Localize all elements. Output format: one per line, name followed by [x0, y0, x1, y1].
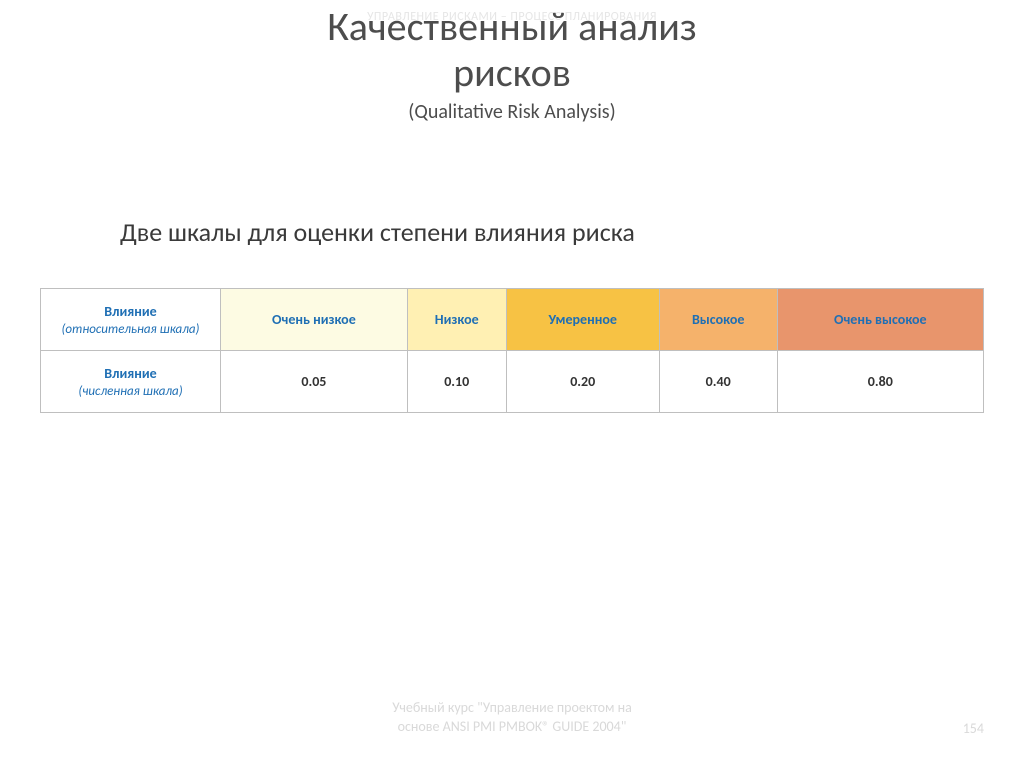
slide: УПРАВЛЕНИЕ РИСКАМИ – ПРОЦЕСС ПЛАНИРОВАНИ…: [0, 0, 1024, 767]
section-heading: Две шкалы для оценки степени влияния рис…: [120, 216, 635, 248]
impact-scale-table: Влияние (относительная шкала) Очень низк…: [40, 288, 984, 413]
row-header-relative: Влияние (относительная шкала): [41, 289, 221, 351]
value-cell: 0.80: [777, 351, 983, 413]
page-number: 154: [963, 720, 984, 737]
scale-cell-high: Высокое: [659, 289, 777, 351]
scale-cell-very-high: Очень высокое: [777, 289, 983, 351]
row-header-numeric: Влияние (численная шкала): [41, 351, 221, 413]
scale-cell-low: Низкое: [407, 289, 506, 351]
table-row: Влияние (численная шкала) 0.05 0.10 0.20…: [41, 351, 984, 413]
value-cell: 0.20: [506, 351, 659, 413]
row-header-sublabel: (численная шкала): [41, 384, 220, 399]
row-header-sublabel: (относительная шкала): [41, 322, 220, 337]
row-header-label: Влияние: [41, 365, 220, 382]
title-line1: Качественный анализ: [0, 4, 1024, 50]
footer-line1: Учебный курс "Управление проектом на: [0, 698, 1024, 718]
scale-cell-very-low: Очень низкое: [221, 289, 408, 351]
title-block: Качественный анализ рисков (Qualitative …: [0, 4, 1024, 124]
table-row: Влияние (относительная шкала) Очень низк…: [41, 289, 984, 351]
scale-cell-moderate: Умеренное: [506, 289, 659, 351]
row-header-label: Влияние: [41, 303, 220, 320]
footer-citation: Учебный курс "Управление проектом на осн…: [0, 698, 1024, 737]
value-cell: 0.40: [659, 351, 777, 413]
footer-line2: основе ANSI PMI PMBOK® GUIDE 2004": [0, 717, 1024, 737]
value-cell: 0.10: [407, 351, 506, 413]
value-cell: 0.05: [221, 351, 408, 413]
title-line2: рисков: [0, 50, 1024, 96]
title-subtitle: (Qualitative Risk Analysis): [0, 100, 1024, 124]
